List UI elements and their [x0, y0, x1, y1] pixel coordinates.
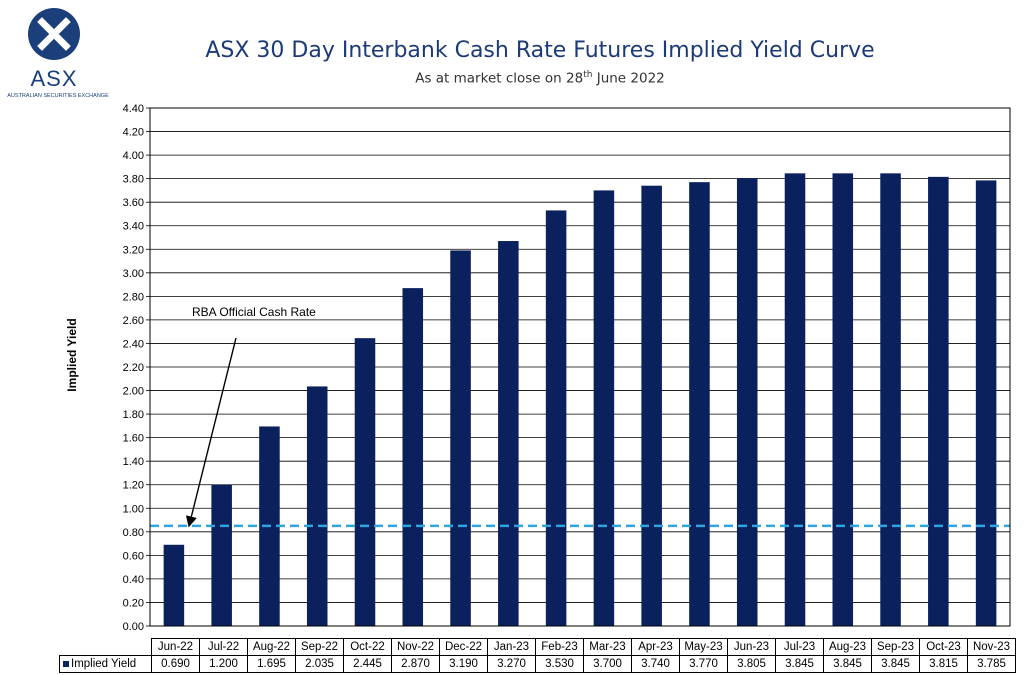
table-category-cell: Jun-23: [727, 638, 776, 656]
y-tick-label: 1.60: [123, 433, 144, 445]
y-tick-label: 1.00: [123, 503, 144, 515]
bar-may-23: [689, 182, 710, 626]
table-category-cell: Feb-23: [535, 638, 584, 656]
y-tick-label: 0.00: [123, 621, 144, 633]
bar-dec-22: [450, 250, 471, 626]
table-value-cell: 3.190: [439, 655, 488, 673]
y-tick-label: 3.60: [123, 197, 144, 209]
table-category-cell: Sep-23: [871, 638, 920, 656]
table-category-cell: Sep-22: [295, 638, 344, 656]
table-value-cell: 0.690: [151, 655, 200, 673]
y-tick-label: 4.40: [123, 103, 144, 115]
annotation-arrow: [185, 337, 237, 528]
bar-sep-22: [306, 386, 328, 626]
y-tick-label: 4.20: [123, 127, 144, 139]
legend-swatch-icon: [63, 660, 69, 667]
table-category-cell: Aug-23: [823, 638, 872, 656]
bar-jun-23: [736, 178, 758, 626]
legend-entry: Implied Yield: [59, 655, 152, 673]
chart-subtitle: As at market close on 28th June 2022: [150, 70, 930, 87]
bar-oct-23: [928, 176, 949, 626]
y-tick-label: 2.00: [123, 386, 144, 398]
table-corner-cell: [59, 638, 152, 656]
logo-subtext: AUSTRALIAN SECURITIES EXCHANGE: [7, 93, 109, 99]
table-value-cell: 3.845: [775, 655, 824, 673]
table-category-cell: Nov-22: [391, 638, 440, 656]
table-category-cell: Jul-23: [775, 638, 824, 656]
y-axis-ticks: 0.00 0.20 0.40 0.60 0.80 1.00 1.20 1.40 1.60 1.80…: [123, 103, 150, 633]
table-value-row: Implied Yield 0.690 1.200 1.695 2.035 2.445 2…: [59, 655, 1016, 673]
table-value-cell: 3.740: [631, 655, 680, 673]
data-table: Jun-22 Jul-22 Aug-22 Sep-22 Oct-22 Nov-22 Dec-…: [59, 638, 1016, 673]
table-header-row: Jun-22 Jul-22 Aug-22 Sep-22 Oct-22 Nov-22 Dec-…: [59, 638, 1016, 656]
bar-oct-22: [354, 338, 376, 626]
table-value-cell: 2.035: [295, 655, 344, 673]
table-value-cell: 3.530: [535, 655, 584, 673]
table-value-cell: 3.270: [487, 655, 536, 673]
y-tick-label: 3.00: [123, 268, 144, 280]
y-tick-label: 2.20: [123, 362, 144, 374]
table-category-cell: Aug-22: [247, 638, 296, 656]
asx-logo: ASX AUSTRALIAN SECURITIES EXCHANGE: [6, 6, 109, 106]
bar-jul-22: [211, 484, 232, 626]
table-category-cell: Oct-23: [919, 638, 968, 656]
logo-text: ASX: [30, 66, 78, 91]
y-tick-label: 1.20: [123, 480, 144, 492]
table-category-cell: Jun-22: [151, 638, 200, 656]
table-value-cell: 2.445: [343, 655, 392, 673]
y-tick-label: 2.40: [123, 338, 144, 350]
table-category-cell: Jan-23: [487, 638, 536, 656]
y-tick-label: 0.40: [123, 574, 144, 586]
plot-area-frame: [149, 107, 1011, 627]
subtitle-superscript: th: [583, 70, 593, 80]
bar-series: [163, 173, 997, 627]
table-category-cell: Nov-23: [967, 638, 1016, 656]
bar-nov-23: [975, 180, 997, 626]
subtitle-suffix: June 2022: [592, 70, 665, 87]
bar-nov-22: [402, 288, 424, 626]
bar-apr-23: [641, 185, 662, 626]
y-tick-label: 1.80: [123, 409, 144, 421]
table-value-cell: 3.770: [679, 655, 728, 673]
table-value-cell: 2.870: [391, 655, 440, 673]
table-category-cell: Mar-23: [583, 638, 632, 656]
table-value-cell: 3.805: [727, 655, 776, 673]
table-value-cell: 3.700: [583, 655, 632, 673]
table-category-cell: May-23: [679, 638, 728, 656]
table-category-cell: Dec-22: [439, 638, 488, 656]
bar-mar-23: [593, 190, 615, 626]
bar-aug-23: [832, 173, 854, 627]
bar-jul-23: [784, 173, 806, 627]
table-value-cell: 3.845: [823, 655, 872, 673]
y-tick-label: 0.20: [123, 597, 144, 609]
chart-plot: 0.00 0.20 0.40 0.60 0.80 1.00 1.20 1.40 1.60 1.80…: [65, 103, 1011, 633]
bar-jan-23: [498, 241, 519, 627]
bar-sep-23: [880, 173, 901, 627]
y-tick-label: 4.00: [123, 150, 144, 162]
bar-feb-23: [545, 210, 567, 626]
table-value-cell: 3.845: [871, 655, 920, 673]
y-tick-label: 2.80: [123, 291, 144, 303]
y-axis-label: Implied Yield: [65, 318, 79, 391]
table-value-cell: 1.695: [247, 655, 296, 673]
table-category-cell: Apr-23: [631, 638, 680, 656]
subtitle-prefix: As at market close on 28: [415, 70, 584, 87]
y-tick-label: 2.60: [123, 315, 144, 327]
y-tick-label: 3.20: [123, 244, 144, 256]
table-category-cell: Oct-22: [343, 638, 392, 656]
y-tick-label: 0.60: [123, 550, 144, 562]
y-tick-label: 1.40: [123, 456, 144, 468]
y-tick-label: 3.80: [123, 174, 144, 186]
table-value-cell: 3.815: [919, 655, 968, 673]
bar-jun-22: [163, 544, 185, 626]
chart-title: ASX 30 Day Interbank Cash Rate Futures I…: [205, 38, 875, 63]
table-category-cell: Jul-22: [199, 638, 248, 656]
table-value-cell: 3.785: [967, 655, 1016, 673]
y-tick-label: 3.40: [123, 221, 144, 233]
y-tick-label: 0.80: [123, 527, 144, 539]
legend-series-name: Implied Yield: [71, 658, 137, 670]
asx-logo-mark-icon: [28, 8, 80, 60]
annotation-label: RBA Official Cash Rate: [192, 305, 316, 319]
table-value-cell: 1.200: [199, 655, 248, 673]
